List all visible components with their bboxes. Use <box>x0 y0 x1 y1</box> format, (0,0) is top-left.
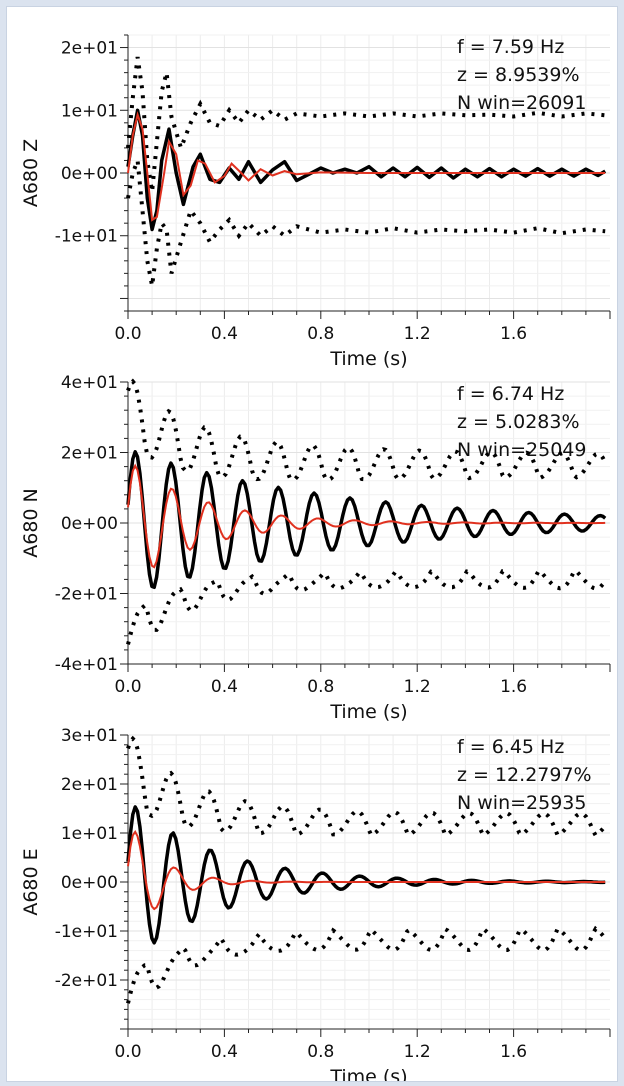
x-axis-title: Time (s) <box>329 1066 407 1081</box>
y-tick-label: -2e+01 <box>55 971 118 991</box>
annotation-line: N win=25049 <box>457 439 586 461</box>
x-tick-label: 1.2 <box>404 677 431 697</box>
annotation-line: f = 6.45 Hz <box>457 736 564 758</box>
y-tick-label: -1e+01 <box>55 227 118 247</box>
x-tick-label: 1.6 <box>500 1042 527 1062</box>
x-tick-label: 1.2 <box>404 324 431 344</box>
x-axis-title: Time (s) <box>329 348 407 370</box>
annotation-line: z = 5.0283% <box>457 411 580 433</box>
x-tick-label: 1.6 <box>500 677 527 697</box>
y-tick-label: 3e+01 <box>61 726 118 746</box>
annotation-line: f = 7.59 Hz <box>457 36 564 58</box>
y-tick-label: -4e+01 <box>55 655 118 675</box>
y-tick-label: 1e+01 <box>61 824 118 844</box>
chart-panel-2: 4e+01 2e+01 0e+00 -2e+01 -4e+010.0 0.4 0.8 1.2 1… <box>20 373 611 723</box>
series-line-red-solid <box>127 111 606 222</box>
y-tick-label: 1e+01 <box>61 101 118 121</box>
chart-panel-3: 3e+01 2e+01 1e+01 0e+00 -1e+01 -2e+01 0.0 0.4 0.… <box>20 726 611 1081</box>
y-tick-label: -2e+01 <box>55 585 118 605</box>
figure-frame: 2e+01 1e+01 0e+00 -1e+01 0.0 0.4 0.8 1.2 1.6 Time… <box>6 6 618 1082</box>
x-tick-label: 1.2 <box>404 1042 431 1062</box>
x-tick-label: 0.0 <box>114 324 141 344</box>
series-line-black-dotted-lower <box>126 159 606 287</box>
annotation-line: z = 12.2797% <box>457 764 592 786</box>
x-tick-label: 0.0 <box>114 1042 141 1062</box>
x-tick-label: 0.4 <box>211 324 238 344</box>
y-tick-label: -1e+01 <box>55 922 118 942</box>
y-tick-label: 0e+00 <box>61 873 118 893</box>
chart-panel-1: 2e+01 1e+01 0e+00 -1e+01 0.0 0.4 0.8 1.2 1.6 Time… <box>20 34 611 370</box>
y-axis-title: A680 N <box>20 488 42 558</box>
y-tick-label: 2e+01 <box>61 444 118 464</box>
series-line-black-dotted-lower <box>126 568 607 645</box>
x-tick-label: 0.4 <box>211 677 238 697</box>
annotation-line: z = 8.9539% <box>457 64 580 86</box>
annotation-line: N win=25935 <box>457 792 586 814</box>
y-axis-title: A680 Z <box>20 139 42 207</box>
y-tick-label: 0e+00 <box>61 164 118 184</box>
series-line-black-dotted-upper <box>126 735 607 839</box>
series-line-black-solid <box>126 450 607 590</box>
series-line-black-dotted-upper <box>126 56 606 193</box>
y-tick-label: 0e+00 <box>61 514 118 534</box>
series-line-red-solid <box>127 830 606 911</box>
annotation-line: f = 6.74 Hz <box>457 383 564 405</box>
y-tick-label: 2e+01 <box>61 775 118 795</box>
x-tick-label: 0.8 <box>307 1042 334 1062</box>
x-tick-label: 0.8 <box>307 677 334 697</box>
series-line-black-solid <box>126 108 607 232</box>
series-line-red-solid <box>127 463 606 569</box>
x-tick-label: 0.4 <box>211 1042 238 1062</box>
x-tick-label: 0.8 <box>307 324 334 344</box>
figure-svg: 2e+01 1e+01 0e+00 -1e+01 0.0 0.4 0.8 1.2 1.6 Time… <box>20 34 611 1081</box>
x-tick-label: 0.0 <box>114 677 141 697</box>
series-line-black-dotted-lower <box>126 925 607 1004</box>
series-line-black-solid <box>126 805 606 945</box>
annotation-line: N win=26091 <box>457 92 586 114</box>
x-tick-label: 1.6 <box>500 324 527 344</box>
y-axis-title: A680 E <box>20 848 42 915</box>
y-tick-label: 4e+01 <box>61 373 118 393</box>
y-tick-label: 2e+01 <box>61 39 118 59</box>
x-axis-title: Time (s) <box>329 701 407 723</box>
